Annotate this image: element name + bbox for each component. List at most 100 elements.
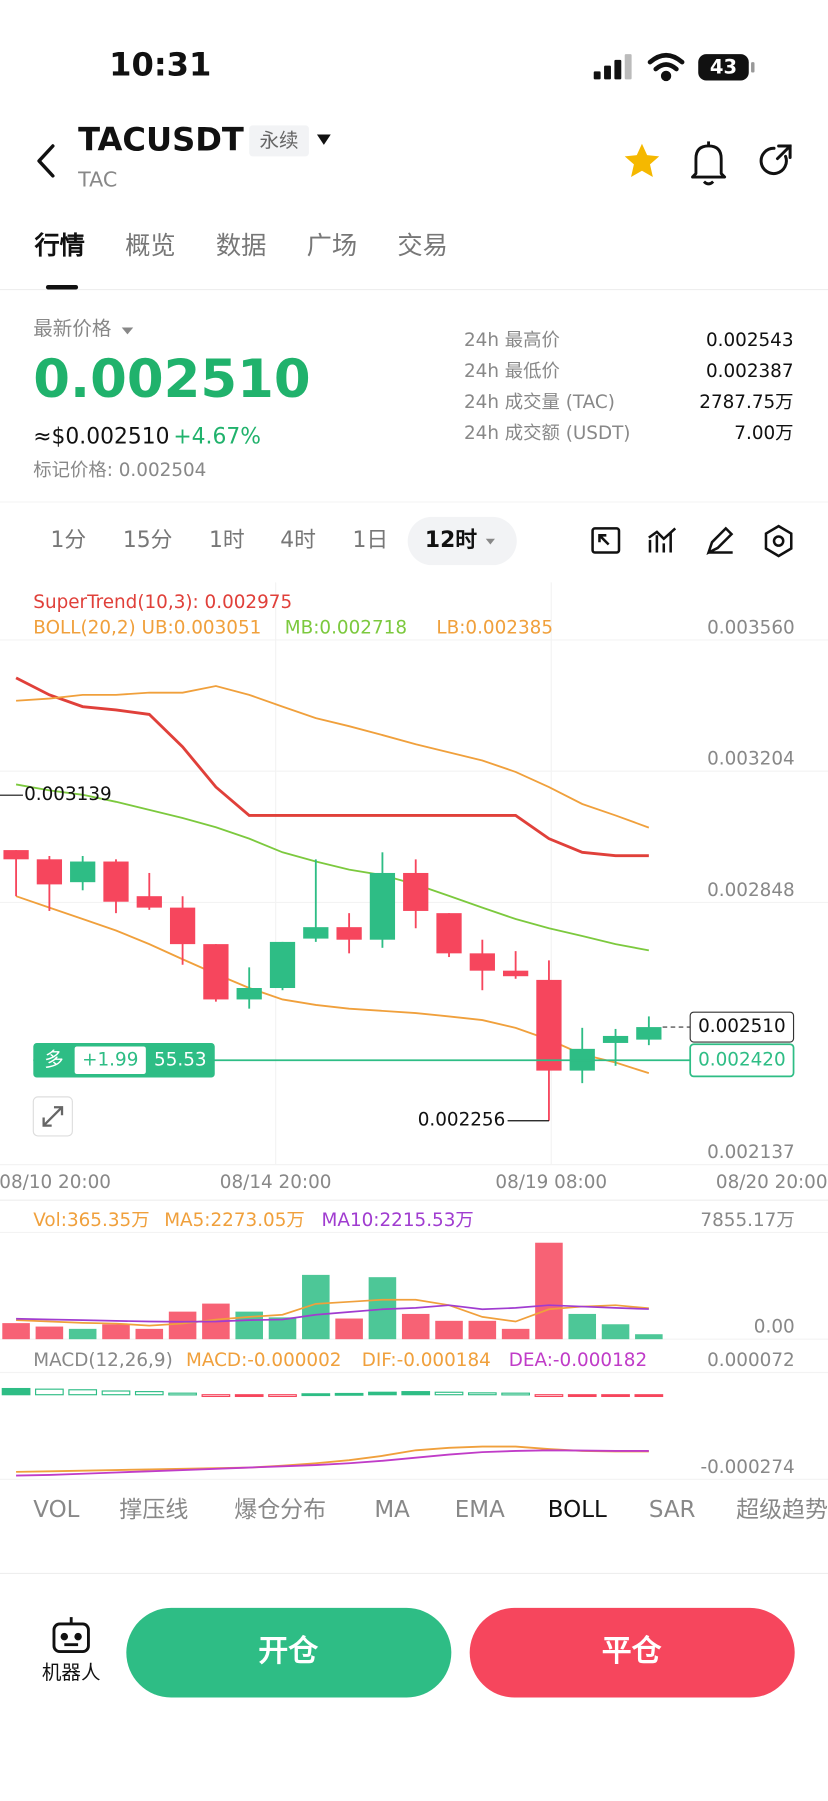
tab: 数据 bbox=[216, 231, 267, 260]
toolbar-icons[interactable] bbox=[591, 524, 793, 558]
legend-entry: DIF:-0.000184 bbox=[362, 1350, 491, 1371]
interval[interactable]: 15分 bbox=[123, 528, 173, 553]
candle-body bbox=[169, 907, 196, 945]
candle-body bbox=[636, 1027, 662, 1040]
x-tick-label: 08/20 20:00 bbox=[716, 1172, 828, 1193]
indicator-tab[interactable]: MA bbox=[374, 1497, 410, 1523]
close-button-label: 平仓 bbox=[602, 1634, 662, 1669]
indicator-line bbox=[15, 676, 649, 858]
volume-bar bbox=[168, 1311, 197, 1340]
price-dropdown[interactable] bbox=[121, 327, 134, 335]
macd-bar bbox=[101, 1390, 131, 1396]
indicator-tab[interactable]: 撑压线 bbox=[119, 1497, 188, 1523]
candle-body bbox=[336, 927, 362, 940]
volume-bar bbox=[435, 1320, 463, 1340]
candle-body bbox=[469, 953, 495, 971]
legend-entry: MA10:2215.53万 bbox=[322, 1210, 474, 1231]
x-tick-label: 08/10 20:00 bbox=[0, 1172, 111, 1193]
open-button[interactable] bbox=[126, 1607, 452, 1698]
indicator-tab[interactable]: 爆仓分布 bbox=[234, 1497, 326, 1523]
legend-entry: Vol:365.35万 bbox=[33, 1210, 149, 1231]
expand-button[interactable] bbox=[32, 1096, 73, 1137]
robot-icon[interactable] bbox=[52, 1617, 90, 1653]
macd-bar bbox=[534, 1394, 564, 1398]
candle-body bbox=[3, 850, 29, 860]
close-button[interactable] bbox=[469, 1607, 795, 1698]
contract-tag: 永续 bbox=[260, 129, 299, 152]
y-tick-label: 0.003204 bbox=[707, 749, 795, 770]
position-price-tag: 0.002420 bbox=[698, 1049, 786, 1070]
candle-body bbox=[503, 970, 529, 977]
position-side: 多 bbox=[44, 1048, 64, 1071]
contract-tag-bg bbox=[249, 125, 309, 157]
macd-bar bbox=[301, 1393, 331, 1397]
favorite-star[interactable] bbox=[624, 143, 660, 178]
tab: 行情 bbox=[33, 231, 85, 260]
volume-bar bbox=[501, 1328, 530, 1340]
stat-label: 24h 最低价 bbox=[464, 361, 560, 382]
alert-bell[interactable] bbox=[691, 141, 727, 186]
volume-bar bbox=[568, 1313, 597, 1340]
candle-body bbox=[436, 913, 462, 954]
macd-line bbox=[16, 1445, 649, 1473]
interval[interactable]: 1时 bbox=[209, 528, 245, 553]
macd-bar bbox=[334, 1392, 364, 1396]
y-tick-label: 0.000072 bbox=[707, 1350, 795, 1371]
candle-body bbox=[369, 872, 396, 940]
volume-bar bbox=[102, 1324, 130, 1340]
interval[interactable]: 4时 bbox=[280, 528, 316, 553]
candle-body bbox=[236, 988, 262, 1000]
min-label: 0.002256 bbox=[418, 1110, 506, 1131]
share-button[interactable] bbox=[759, 144, 792, 176]
legend-entry: MACD(12,26,9) bbox=[33, 1350, 172, 1371]
interval[interactable]: 12时 bbox=[425, 528, 477, 553]
macd-bar bbox=[201, 1394, 231, 1398]
legend-entry: MA5:2273.05万 bbox=[164, 1210, 305, 1231]
y-tick-label: 0.00 bbox=[754, 1317, 795, 1338]
y-tick-label: 0.003560 bbox=[707, 617, 795, 638]
back-button[interactable] bbox=[37, 144, 55, 178]
y-tick-label: 0.002848 bbox=[707, 880, 795, 901]
tab: 广场 bbox=[307, 231, 357, 260]
wifi-icon bbox=[647, 52, 685, 82]
stat-value: 0.002387 bbox=[706, 361, 794, 382]
position-price-box bbox=[689, 1043, 795, 1078]
symbol: TACUSDT bbox=[78, 120, 244, 158]
price-label: 最新价格 bbox=[33, 317, 112, 340]
legend-entry: BOLL(20,2) UB:0.003051 bbox=[33, 617, 261, 638]
indicator-tab[interactable]: 超级趋势 bbox=[736, 1497, 828, 1523]
stat-value: 2787.75万 bbox=[699, 392, 793, 413]
stat-label: 24h 成交量 (TAC) bbox=[464, 392, 615, 413]
tab: 概览 bbox=[125, 231, 176, 260]
ma-line bbox=[16, 1304, 649, 1323]
battery-icon bbox=[698, 54, 749, 81]
legend-entry: SuperTrend(10,3): 0.002975 bbox=[33, 592, 292, 613]
candle-body bbox=[36, 859, 63, 885]
candle-body bbox=[269, 941, 296, 989]
volume-bar bbox=[468, 1320, 497, 1340]
interval[interactable]: 1分 bbox=[51, 528, 87, 553]
macd-bar bbox=[1, 1387, 31, 1396]
y-tick-label: 0.002137 bbox=[707, 1142, 795, 1163]
macd-bar bbox=[68, 1389, 98, 1396]
stat-label: 24h 最高价 bbox=[464, 330, 560, 351]
indicator-tab[interactable]: SAR bbox=[649, 1497, 696, 1523]
base-asset: TAC bbox=[77, 167, 117, 191]
macd-bar bbox=[567, 1394, 597, 1398]
indicator-tab[interactable]: EMA bbox=[455, 1497, 505, 1523]
symbol-dropdown[interactable] bbox=[316, 134, 331, 145]
signal-icon bbox=[593, 54, 632, 80]
indicator-tab[interactable]: VOL bbox=[33, 1497, 79, 1523]
macd-bar bbox=[35, 1388, 64, 1396]
last-price: 0.002510 bbox=[33, 349, 310, 410]
volume-bar bbox=[35, 1326, 64, 1340]
stat-value: 0.002543 bbox=[706, 330, 794, 351]
indicator-tab[interactable]: BOLL bbox=[548, 1497, 607, 1523]
candle-body bbox=[103, 861, 129, 902]
indicator-line bbox=[15, 783, 650, 952]
legend-entry: MB:0.002718 bbox=[285, 617, 407, 638]
position-pnl: +1.99 bbox=[82, 1049, 138, 1070]
interval[interactable]: 1日 bbox=[353, 528, 389, 553]
legend-entry: LB:0.002385 bbox=[436, 617, 553, 638]
volume-bar bbox=[135, 1328, 164, 1340]
